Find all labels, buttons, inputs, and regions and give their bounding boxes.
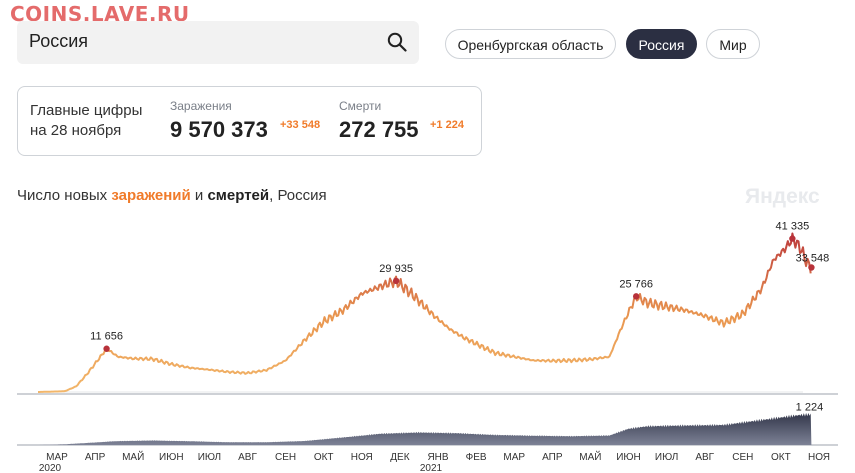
infections-peak-label: 33 548 <box>796 252 830 264</box>
infections-value: 9 570 373 <box>170 117 268 142</box>
infections-peak-point <box>392 277 400 285</box>
month-tick-label: МАЙ <box>579 450 601 463</box>
month-tick-label: ИЮН <box>616 452 641 463</box>
chart-heading-prefix: Число новых <box>17 187 112 204</box>
month-tick-label: ОКТ <box>771 452 791 463</box>
infections-peak-label: 11 656 <box>90 331 123 343</box>
month-tick-label: АВГ <box>238 452 257 463</box>
month-tick-label: ИЮЛ <box>655 452 678 463</box>
chart-heading-deaths[interactable]: смертей <box>207 187 270 204</box>
chart-heading-infections[interactable]: заражений <box>111 187 191 204</box>
yandex-logo: Яндекс <box>745 185 820 208</box>
infections-peak-label: 41 335 <box>776 221 810 233</box>
infections-peak-point <box>632 293 640 300</box>
month-tick-label: АВГ <box>695 452 714 463</box>
month-tick-label: ИЮЛ <box>198 452 221 463</box>
month-tick-label: СЕН <box>275 452 296 463</box>
year-tick-label: 2020 <box>39 463 62 473</box>
chart-heading: Число новых заражений и смертей, Россия <box>17 187 327 204</box>
month-tick-label: АПР <box>542 452 563 463</box>
year-tick-label: 2021 <box>420 463 443 473</box>
month-tick-label: АПР <box>85 452 106 463</box>
month-tick-label: МАР <box>503 452 525 463</box>
chart-heading-suffix: , Россия <box>269 187 327 204</box>
region-tab-orenburg[interactable]: Оренбургская область <box>445 29 616 59</box>
summary-title-line2: на 28 ноября <box>30 122 122 139</box>
infections-peak-label: 29 935 <box>379 263 413 275</box>
infections-peak-label: 25 766 <box>619 278 653 290</box>
month-tick-label: ОКТ <box>314 452 334 463</box>
deaths-delta: +1 224 <box>430 119 464 131</box>
region-tab-world[interactable]: Мир <box>706 29 760 59</box>
search-input[interactable]: Россия <box>29 31 89 51</box>
infections-peak-point <box>808 264 815 271</box>
month-tick-label: ИЮН <box>159 452 184 463</box>
month-tick-label: ДЕК <box>390 452 409 463</box>
deaths-area <box>38 412 812 445</box>
deaths-last-label: 1 224 <box>796 401 824 413</box>
month-tick-label: СЕН <box>732 452 753 463</box>
infections-peak-point <box>103 345 110 352</box>
month-tick-label: НОЯ <box>808 452 830 463</box>
chart-heading-and: и <box>190 187 208 204</box>
deaths-label: Смерти <box>339 99 382 113</box>
infections-label: Заражения <box>170 99 232 113</box>
month-tick-label: МАЙ <box>122 450 144 463</box>
month-tick-label: НОЯ <box>351 452 373 463</box>
search-box[interactable]: Россия <box>17 21 419 64</box>
infections-delta: +33 548 <box>280 119 321 131</box>
month-tick-label: ФЕВ <box>466 452 487 463</box>
summary-title-line1: Главные цифры <box>30 102 143 119</box>
deaths-value: 272 755 <box>339 117 419 142</box>
infections-line <box>38 232 812 393</box>
month-tick-label: МАР <box>46 452 68 463</box>
search-icon[interactable] <box>387 32 407 52</box>
summary-title: Главные цифры на 28 ноября <box>30 101 142 141</box>
infections-peak-point <box>789 235 796 242</box>
month-tick-label: ЯНВ <box>427 452 448 463</box>
summary-card: Главные цифры на 28 ноября Заражения 9 5… <box>17 86 482 156</box>
region-tab-russia[interactable]: Россия <box>626 29 697 59</box>
